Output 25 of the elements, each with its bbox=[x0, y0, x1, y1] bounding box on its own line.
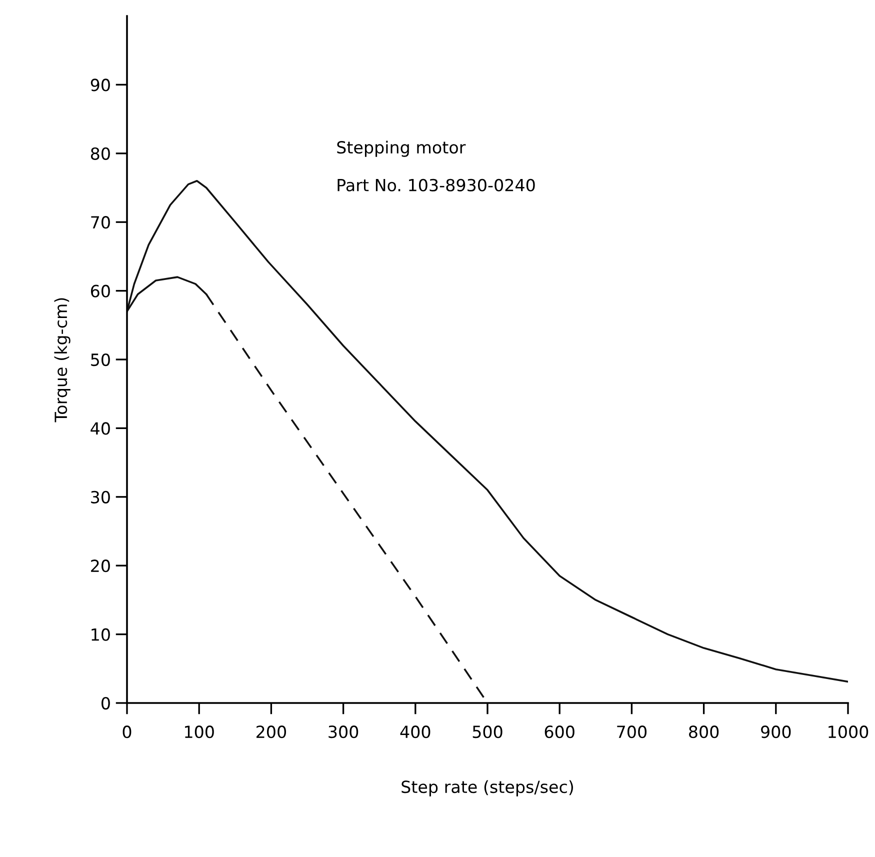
x-tick-label: 200 bbox=[256, 726, 286, 738]
annotation: Stepping motor bbox=[337, 140, 466, 157]
y-tick-label: 80 bbox=[90, 147, 110, 160]
y-tick-label: 30 bbox=[91, 490, 110, 504]
y-tick-label: 50 bbox=[91, 353, 110, 366]
x-tick-label: 900 bbox=[761, 726, 791, 738]
y-tick-label: 90 bbox=[90, 78, 110, 92]
x-tick-label: 400 bbox=[400, 726, 430, 738]
x-axis-title: Step rate (steps/sec) bbox=[402, 780, 573, 796]
x-tick-label: 100 bbox=[185, 726, 214, 738]
y-tick-label: 0 bbox=[102, 696, 110, 710]
x-tick-label: 800 bbox=[689, 726, 719, 738]
y-axis-title: Torque (kg-cm) bbox=[54, 298, 70, 422]
y-tick-label: 20 bbox=[91, 560, 110, 572]
annotation: Part No. 103-8930-0240 bbox=[338, 178, 535, 192]
y-tick-label: 10 bbox=[92, 628, 110, 641]
y-tick-label: 60 bbox=[90, 284, 110, 298]
y-tick-label: 40 bbox=[90, 422, 110, 435]
x-tick-label: 600 bbox=[544, 726, 574, 738]
x-tick-label: 300 bbox=[328, 726, 358, 738]
x-tick-label: 500 bbox=[472, 726, 502, 738]
y-tick-label: 70 bbox=[91, 216, 110, 229]
x-tick-label: 700 bbox=[617, 726, 646, 738]
x-tick-label: 1000 bbox=[828, 726, 868, 738]
x-tick-label: 0 bbox=[122, 726, 132, 738]
